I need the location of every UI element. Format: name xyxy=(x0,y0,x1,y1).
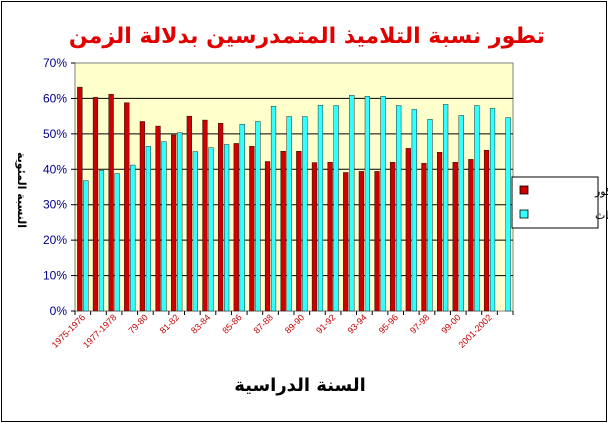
legend-swatch-male xyxy=(519,185,529,195)
bar-female xyxy=(474,105,480,312)
bar-male xyxy=(311,162,318,312)
bar-female xyxy=(130,164,136,312)
bar-female xyxy=(364,96,370,312)
bar-male xyxy=(437,152,443,312)
bar-female xyxy=(192,151,198,312)
x-tick-label: 93-94 xyxy=(345,312,368,335)
bar-male xyxy=(202,119,208,312)
bar-female xyxy=(489,108,496,312)
bar-male xyxy=(92,97,99,312)
bar-female xyxy=(286,116,292,312)
legend-box xyxy=(511,176,599,229)
x-tick-label: 89-90 xyxy=(283,312,306,335)
y-tick-label: 50% xyxy=(43,127,67,141)
bar-female xyxy=(114,173,120,312)
bar-female xyxy=(427,119,433,312)
legend: نسبة الذكور نسبة الإناث xyxy=(511,176,608,229)
y-tick-label: 70% xyxy=(43,56,67,70)
bar-female xyxy=(208,147,214,312)
bar-male xyxy=(124,102,130,312)
bar-female xyxy=(145,146,151,312)
y-axis-ticks: 0% 10% 20% 30% 40% 50% 60% 70% xyxy=(43,56,75,318)
bar-male xyxy=(452,161,458,312)
bar-female xyxy=(349,95,355,312)
x-tick-label: 95-96 xyxy=(377,312,400,335)
bar-female xyxy=(505,117,511,312)
bar-female xyxy=(443,104,449,312)
y-tick-label: 30% xyxy=(43,198,67,212)
y-tick-label: 10% xyxy=(43,269,67,283)
bar-male xyxy=(483,149,490,312)
bar-female xyxy=(458,115,464,312)
x-tick-label: 87-88 xyxy=(252,312,275,335)
x-axis-label: السنة الدراسية xyxy=(234,375,366,396)
bar-female xyxy=(83,180,89,312)
bar-male xyxy=(468,159,474,312)
bars xyxy=(77,86,511,312)
bar-male xyxy=(374,171,380,312)
bar-male xyxy=(296,151,302,312)
bar-male xyxy=(264,161,271,312)
y-axis-label: النسبة المئوية xyxy=(15,152,28,228)
bar-female xyxy=(177,132,183,312)
bar-male xyxy=(405,148,411,312)
x-tick-label: 99-00 xyxy=(439,312,462,335)
bar-male xyxy=(280,151,286,312)
bar-female xyxy=(239,124,245,312)
bar-male xyxy=(218,123,224,312)
bar-male xyxy=(171,134,177,312)
bar-male xyxy=(343,172,349,312)
bar-female xyxy=(396,105,402,312)
chart-title: تطور نسبة التلاميذ المتمدرسين بدلالة الز… xyxy=(69,24,545,49)
x-tick-label: 97-98 xyxy=(408,312,431,335)
bar-female xyxy=(333,105,339,312)
bar-female xyxy=(380,96,386,312)
y-tick-label: 60% xyxy=(43,91,67,105)
legend-label-male: نسبة الذكور xyxy=(594,185,608,198)
x-tick-label: 2001-2002 xyxy=(456,312,494,350)
bar-female xyxy=(224,144,230,312)
bar-female xyxy=(411,109,417,312)
y-tick-label: 0% xyxy=(50,304,68,318)
legend-swatch-female xyxy=(519,209,529,219)
bar-female xyxy=(317,104,324,312)
bar-male xyxy=(155,125,161,312)
bar-female xyxy=(161,141,167,312)
bar-male xyxy=(421,163,427,312)
x-tick-label: 79-80 xyxy=(126,312,149,335)
x-tick-label: 83-84 xyxy=(189,312,212,335)
x-tick-label: 1977-1978 xyxy=(81,312,119,350)
bar-male xyxy=(233,143,239,312)
bar-female xyxy=(270,106,277,312)
bar-male xyxy=(249,146,255,312)
x-tick-label: 91-92 xyxy=(314,312,337,335)
bar-female xyxy=(98,170,105,312)
x-tick-label: 85-86 xyxy=(220,312,243,335)
bar-male xyxy=(77,86,83,312)
y-tick-label: 20% xyxy=(43,233,67,247)
bar-female xyxy=(255,121,261,312)
bar-male xyxy=(390,161,396,312)
bar-male xyxy=(186,115,192,312)
bar-male xyxy=(358,171,364,312)
bar-female xyxy=(302,116,308,312)
bar-male xyxy=(108,93,114,312)
bar-male xyxy=(327,161,333,312)
bar-male xyxy=(139,121,145,312)
x-tick-label: 81-82 xyxy=(158,312,181,335)
y-tick-label: 40% xyxy=(43,162,67,176)
legend-label-female: نسبة الإناث xyxy=(595,209,608,222)
